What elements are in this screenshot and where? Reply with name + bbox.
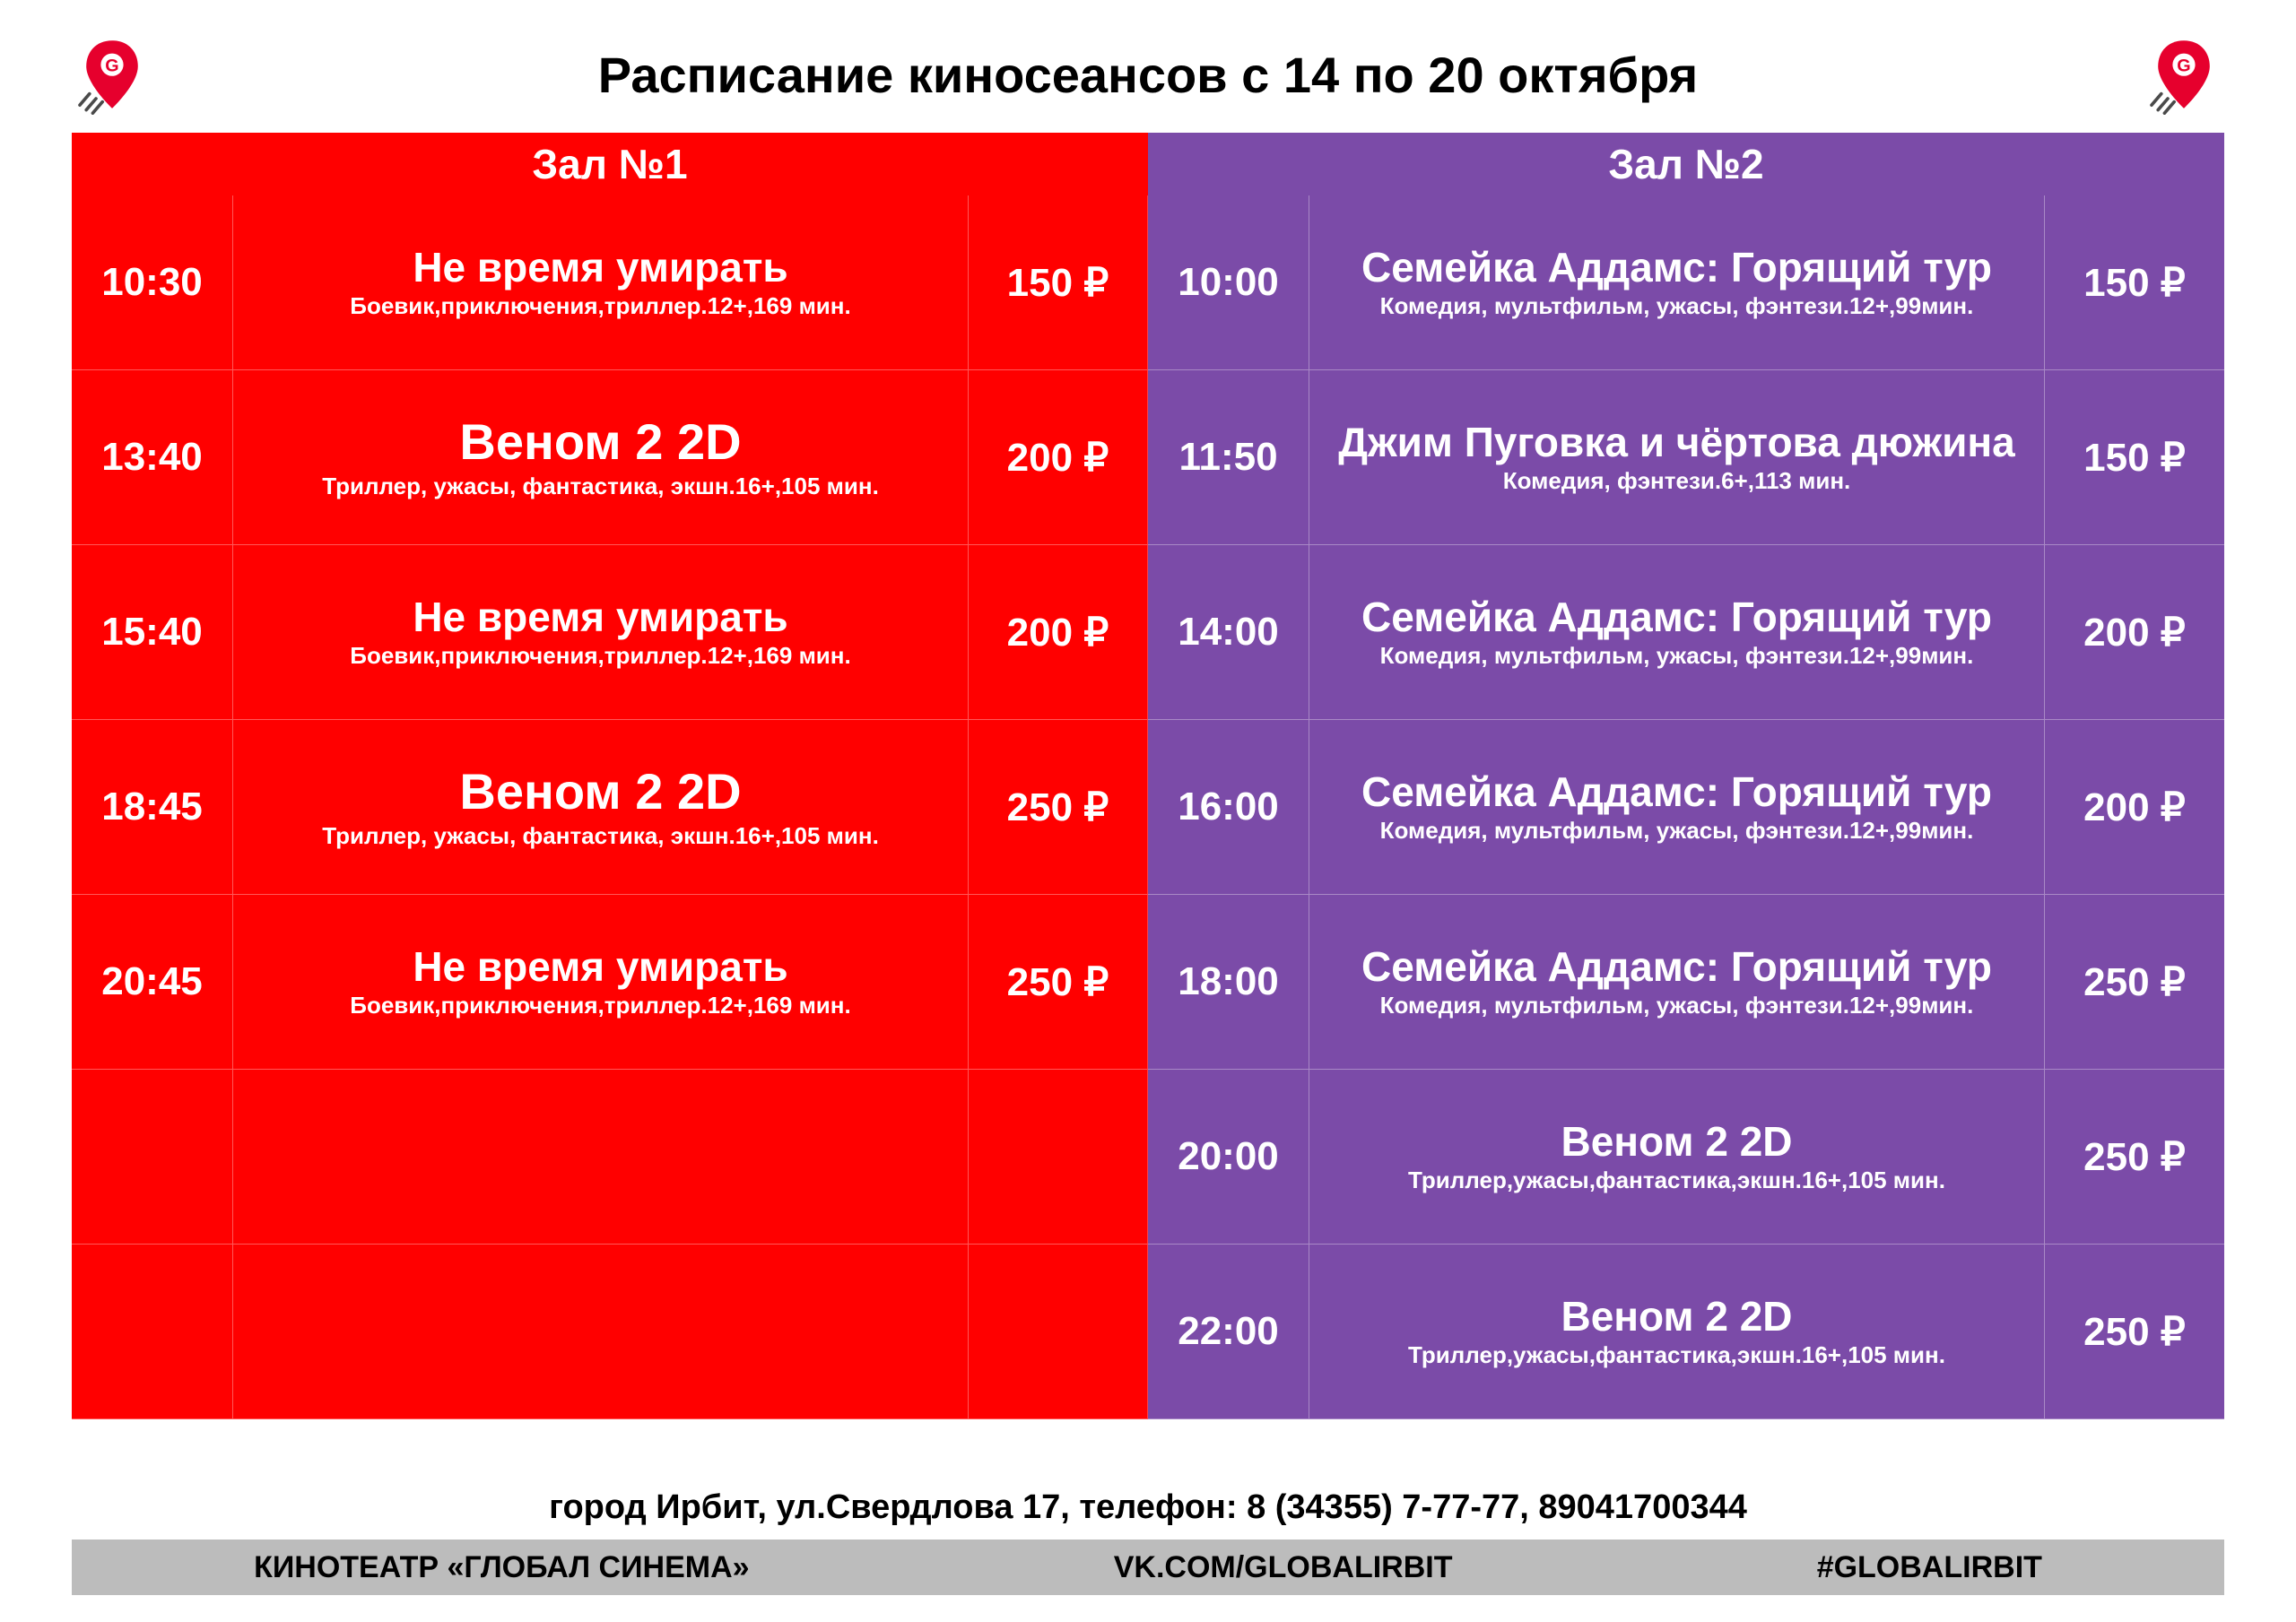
hall-1: Зал №1 10:30Не время умиратьБоевик,прикл… (72, 133, 1148, 1470)
showtime (72, 1070, 233, 1245)
footer-bar: КИНОТЕАТР «ГЛОБАЛ СИНЕМА» VK.COM/GLOBALI… (72, 1540, 2224, 1595)
movie-title: Не время умирать (413, 944, 787, 990)
showtime (72, 1245, 233, 1419)
schedule-page: G Расписание киносеансов с 14 по 20 октя… (72, 27, 2224, 1595)
movie-subtitle: Боевик,приключения,триллер.12+,169 мин. (350, 993, 850, 1019)
schedule-row (72, 1245, 1148, 1419)
schedule-row: 22:00Веном 2 2DТриллер,ужасы,фантастика,… (1148, 1245, 2224, 1419)
schedule-row: 18:45 Веном 2 2D Триллер, ужасы, фантастик… (72, 720, 1148, 895)
price: 250 ₽ (969, 720, 1148, 895)
movie-subtitle: Триллер,ужасы,фантастика,экшн.16+,105 ми… (1408, 1342, 1945, 1369)
schedule-row (72, 1070, 1148, 1245)
showtime: 15:40 (72, 545, 233, 720)
movie-title: Веном 2 2D (459, 764, 741, 820)
showtime: 16:00 (1148, 720, 1309, 895)
schedule-row: 10:00Семейка Аддамс: Горящий турКомедия,… (1148, 195, 2224, 370)
footer-vk-link: VK.COM/GLOBALIRBIT (1114, 1550, 1453, 1585)
schedule-row: 11:50 Джим Пуговка и чёртова дюжина Комеди… (1148, 370, 2224, 545)
price: 250 ₽ (2045, 895, 2224, 1070)
showtime: 14:00 (1148, 545, 1309, 720)
movie-title: Веном 2 2D (1561, 1294, 1792, 1340)
movie-title: Семейка Аддамс: Горящий тур (1361, 594, 1992, 640)
schedule-row: 16:00 Семейка Аддамс: Горящий тур Комедия,… (1148, 720, 2224, 895)
logo-left: G (72, 34, 152, 115)
schedule-row: 18:00 Семейка Аддамс: Горящий тур Комедия,… (1148, 895, 2224, 1070)
footer-hashtag: #GLOBALIRBIT (1817, 1550, 2042, 1585)
schedule-row: 10:30Не время умиратьБоевик,приключения,… (72, 195, 1148, 370)
header-row: G Расписание киносеансов с 14 по 20 октя… (72, 27, 2224, 133)
movie-subtitle: Комедия, мультфильм, ужасы, фэнтези.12+,… (1380, 643, 1974, 670)
hall-1-header: Зал №1 (72, 133, 1148, 195)
price: 250 ₽ (2045, 1245, 2224, 1419)
logo-icon: G (2144, 34, 2224, 115)
movie-subtitle: Боевик,приключения,триллер.12+,169 мин. (350, 643, 850, 670)
movie-cell: Веном 2 2DТриллер,ужасы,фантастика,экшн.… (1309, 1245, 2045, 1419)
price: 200 ₽ (969, 545, 1148, 720)
movie-title: Семейка Аддамс: Горящий тур (1361, 769, 1992, 815)
movie-title: Не время умирать (413, 245, 787, 291)
price: 150 ₽ (969, 195, 1148, 370)
movie-cell: Семейка Аддамс: Горящий тур Комедия, муль… (1309, 895, 2045, 1070)
price (969, 1070, 1148, 1245)
movie-subtitle: Комедия, мультфильм, ужасы, фэнтези.12+,… (1380, 818, 1974, 845)
price: 200 ₽ (2045, 545, 2224, 720)
price: 200 ₽ (969, 370, 1148, 545)
hall-2: Зал №2 10:00Семейка Аддамс: Горящий турК… (1148, 133, 2224, 1470)
footer-address: город Ирбит, ул.Свердлова 17, телефон: 8… (72, 1470, 2224, 1540)
movie-title: Семейка Аддамс: Горящий тур (1361, 944, 1992, 990)
showtime: 13:40 (72, 370, 233, 545)
schedule-row: 14:00 Семейка Аддамс: Горящий тур Комедия,… (1148, 545, 2224, 720)
showtime: 20:45 (72, 895, 233, 1070)
movie-subtitle: Боевик,приключения,триллер.12+,169 мин. (350, 293, 850, 320)
movie-cell: Не время умирать Боевик,приключения,трилл… (233, 545, 969, 720)
movie-title: Веном 2 2D (1561, 1119, 1792, 1165)
movie-cell (233, 1070, 969, 1245)
showtime: 20:00 (1148, 1070, 1309, 1245)
movie-title: Не время умирать (413, 594, 787, 640)
showtime: 18:00 (1148, 895, 1309, 1070)
movie-cell: Веном 2 2D Триллер, ужасы, фантастика, эк… (233, 370, 969, 545)
showtime: 10:00 (1148, 195, 1309, 370)
price (969, 1245, 1148, 1419)
movie-title: Джим Пуговка и чёртова дюжина (1338, 420, 2014, 465)
schedule-row: 20:00Веном 2 2DТриллер,ужасы,фантастика,… (1148, 1070, 2224, 1245)
movie-subtitle: Комедия, мультфильм, ужасы, фэнтези.12+,… (1380, 293, 1974, 320)
movie-cell: Семейка Аддамс: Горящий тур Комедия, муль… (1309, 545, 2045, 720)
movie-cell: Веном 2 2DТриллер,ужасы,фантастика,экшн.… (1309, 1070, 2045, 1245)
showtime: 18:45 (72, 720, 233, 895)
movie-cell: Не время умиратьБоевик,приключения,трилл… (233, 195, 969, 370)
svg-text:G: G (105, 56, 118, 75)
movie-subtitle: Триллер,ужасы,фантастика,экшн.16+,105 ми… (1408, 1167, 1945, 1194)
schedule-row: 15:40 Не время умирать Боевик,приключения,… (72, 545, 1148, 720)
movie-cell: Семейка Аддамс: Горящий турКомедия, муль… (1309, 195, 2045, 370)
schedule-row: 13:40 Веном 2 2D Триллер, ужасы, фантастик… (72, 370, 1148, 545)
movie-subtitle: Комедия, фэнтези.6+,113 мин. (1503, 468, 1851, 495)
showtime: 11:50 (1148, 370, 1309, 545)
hall-2-header: Зал №2 (1148, 133, 2224, 195)
price: 150 ₽ (2045, 195, 2224, 370)
movie-cell (233, 1245, 969, 1419)
movie-cell: Не время умирать Боевик,приключения,трилл… (233, 895, 969, 1070)
movie-title: Веном 2 2D (459, 414, 741, 470)
movie-subtitle: Комедия, мультфильм, ужасы, фэнтези.12+,… (1380, 993, 1974, 1019)
logo-icon: G (72, 34, 152, 115)
price: 200 ₽ (2045, 720, 2224, 895)
halls-container: Зал №1 10:30Не время умиратьБоевик,прикл… (72, 133, 2224, 1470)
svg-text:G: G (2177, 56, 2190, 75)
showtime: 22:00 (1148, 1245, 1309, 1419)
schedule-row: 20:45 Не время умирать Боевик,приключения,… (72, 895, 1148, 1070)
movie-cell: Джим Пуговка и чёртова дюжина Комедия, фэ… (1309, 370, 2045, 545)
logo-right: G (2144, 34, 2224, 115)
movie-subtitle: Триллер, ужасы, фантастика, экшн.16+,105… (322, 823, 879, 850)
footer-cinema-name: КИНОТЕАТР «ГЛОБАЛ СИНЕМА» (254, 1550, 749, 1585)
movie-title: Семейка Аддамс: Горящий тур (1361, 245, 1992, 291)
movie-subtitle: Триллер, ужасы, фантастика, экшн.16+,105… (322, 473, 879, 500)
price: 150 ₽ (2045, 370, 2224, 545)
showtime: 10:30 (72, 195, 233, 370)
movie-cell: Семейка Аддамс: Горящий тур Комедия, муль… (1309, 720, 2045, 895)
movie-cell: Веном 2 2D Триллер, ужасы, фантастика, эк… (233, 720, 969, 895)
page-title: Расписание киносеансов с 14 по 20 октябр… (152, 46, 2144, 104)
price: 250 ₽ (969, 895, 1148, 1070)
price: 250 ₽ (2045, 1070, 2224, 1245)
